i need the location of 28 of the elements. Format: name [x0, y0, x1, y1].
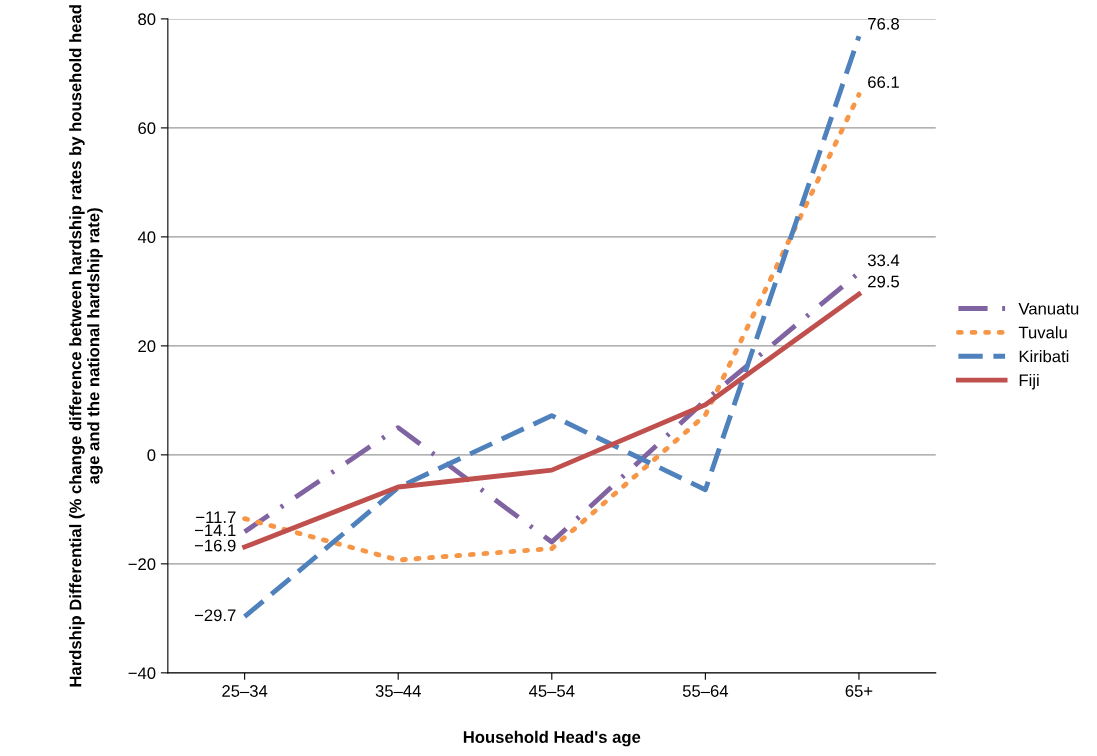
- legend-label: Tuvalu: [1018, 326, 1067, 339]
- line-series: [242, 33, 862, 620]
- y-axis-title: Hardship Differential (% change difference between hardship rates by household head age and the national hardship rate): [69, 5, 103, 687]
- y-tick-label: 60: [138, 122, 156, 135]
- y-tick-label: −40: [128, 667, 156, 680]
- data-label: 29.5: [868, 275, 900, 288]
- y-tick-label: 80: [138, 13, 156, 26]
- data-label: −29.7: [194, 609, 236, 622]
- data-label: −16.9: [194, 539, 236, 552]
- x-tick-label: 25–34: [222, 685, 268, 697]
- data-label: 66.1: [868, 76, 899, 89]
- data-label: 33.4: [867, 254, 900, 267]
- x-tick-label: 35–44: [375, 685, 421, 697]
- data-label: 76.8: [868, 17, 899, 30]
- data-label: −11.7: [196, 511, 236, 523]
- y-tick-label: −20: [128, 558, 156, 571]
- y-tick-label: 40: [137, 231, 156, 244]
- x-tick-label: 65+: [845, 685, 873, 697]
- x-tick-label: 55–64: [682, 685, 729, 697]
- line-series: [242, 92, 862, 563]
- legend-label: Vanuatu: [1018, 302, 1079, 315]
- y-tick-label: 0: [147, 449, 156, 462]
- legend-label: Fiji: [1019, 373, 1039, 390]
- legend-label: Kiribati: [1019, 350, 1069, 363]
- data-label: −14.1: [194, 524, 236, 537]
- y-tick-label: 20: [138, 340, 156, 353]
- x-tick-label: 45–54: [529, 685, 575, 697]
- x-axis-title: Household Head's age: [463, 730, 641, 747]
